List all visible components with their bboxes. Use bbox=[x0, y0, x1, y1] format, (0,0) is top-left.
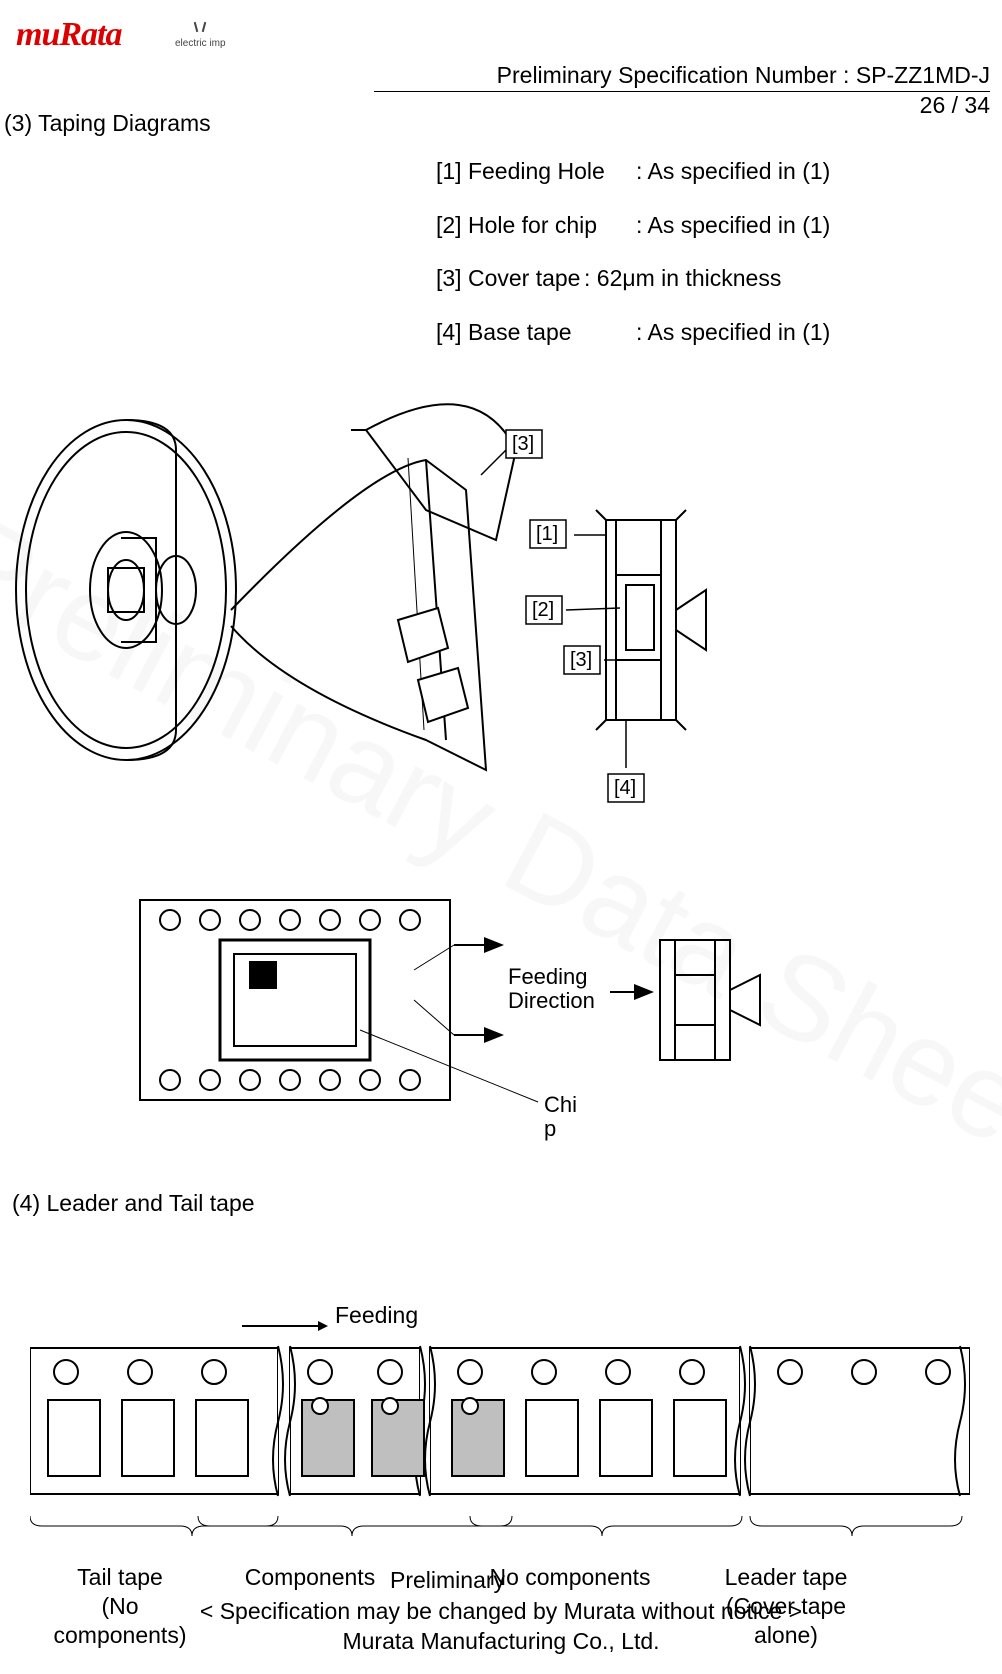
callout-4: [4] bbox=[614, 777, 636, 799]
spec-val: : 62μm in thickness bbox=[584, 265, 781, 293]
spec-number: Preliminary Specification Number : SP-ZZ… bbox=[374, 62, 990, 92]
callout-1: [1] bbox=[536, 523, 558, 545]
chip-label-2: p bbox=[544, 1116, 556, 1141]
feeding-label-1: Feeding bbox=[508, 964, 588, 989]
spec-key: [2] Hole for chip bbox=[436, 212, 636, 240]
logo-imp-text: electric imp bbox=[175, 38, 226, 49]
footer-company: Murata Manufacturing Co., Ltd. bbox=[0, 1628, 1002, 1655]
col-components: Components bbox=[210, 1563, 410, 1592]
leader-tail-diagram bbox=[30, 1342, 970, 1547]
col-l1: Components bbox=[245, 1564, 375, 1590]
logo-electric-imp: electric imp bbox=[175, 22, 226, 49]
feeding-arrow-icon bbox=[242, 1312, 328, 1339]
footer-preliminary: Preliminary bbox=[390, 1567, 505, 1594]
logo-murata: muRata bbox=[16, 16, 121, 54]
spec-val: : As specified in (1) bbox=[636, 212, 830, 240]
section-3-title: (3) Taping Diagrams bbox=[4, 110, 211, 137]
chip-label-1: Chi bbox=[544, 1092, 577, 1117]
feeding-label: Feeding bbox=[335, 1302, 418, 1329]
spec-val: : As specified in (1) bbox=[636, 158, 830, 186]
feeding-label-2: Direction bbox=[508, 988, 595, 1013]
spec-row: [4] Base tape : As specified in (1) bbox=[436, 319, 830, 347]
section-4-title: (4) Leader and Tail tape bbox=[12, 1190, 255, 1217]
spec-row: [1] Feeding Hole : As specified in (1) bbox=[436, 158, 830, 186]
col-l1: Leader tape bbox=[725, 1564, 848, 1590]
feed-direction-diagram: Feeding Direction Chi p bbox=[130, 880, 790, 1160]
spec-list: [1] Feeding Hole : As specified in (1) [… bbox=[436, 158, 830, 372]
col-l1: Tail tape bbox=[77, 1564, 163, 1590]
reel-diagram: [3] [1] [2] [3] [4] bbox=[6, 390, 746, 850]
spec-row: [2] Hole for chip : As specified in (1) bbox=[436, 212, 830, 240]
footer-spec: < Specification may be changed by Murata… bbox=[0, 1598, 1002, 1625]
callout-3b: [3] bbox=[570, 649, 592, 671]
callout-3: [3] bbox=[512, 433, 534, 455]
page-number: 26 / 34 bbox=[920, 92, 990, 119]
spec-key: [1] Feeding Hole bbox=[436, 158, 636, 186]
spec-key: [4] Base tape bbox=[436, 319, 636, 347]
spec-val: : As specified in (1) bbox=[636, 319, 830, 347]
spec-row: [3] Cover tape : 62μm in thickness bbox=[436, 265, 830, 293]
spec-key: [3] Cover tape bbox=[436, 265, 584, 293]
col-l1: No components bbox=[489, 1564, 650, 1590]
callout-2: [2] bbox=[532, 599, 554, 621]
